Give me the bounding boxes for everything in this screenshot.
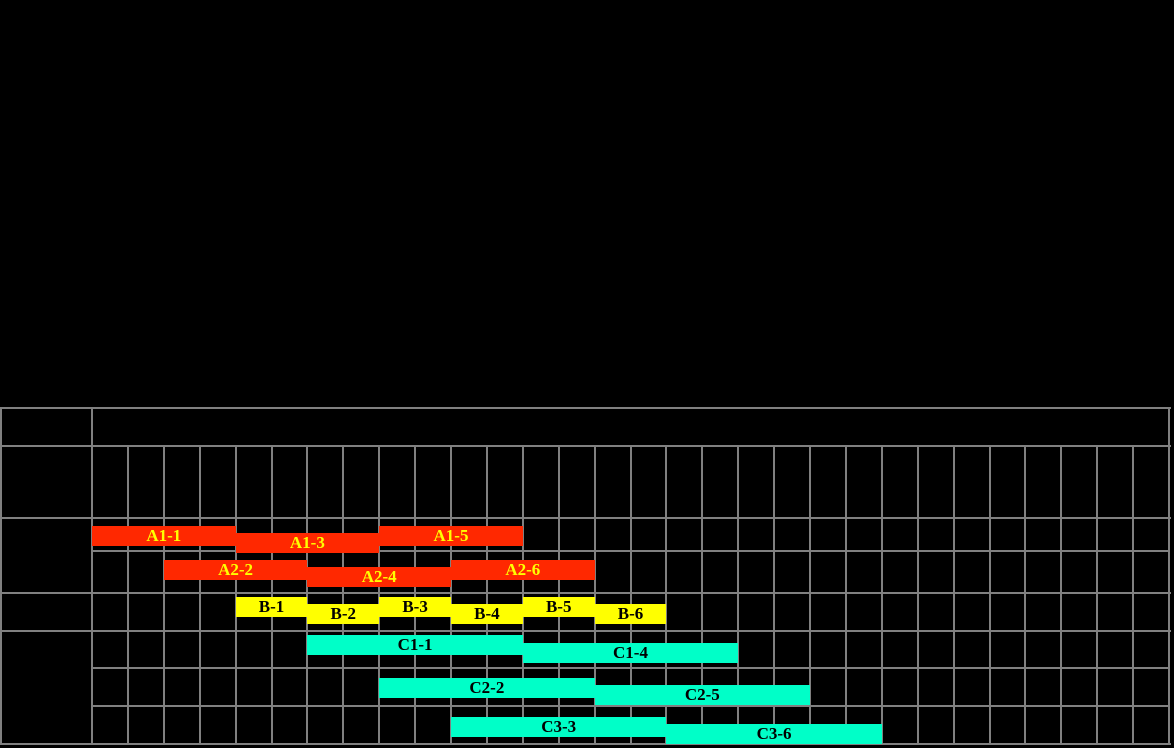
- gantt-bar-b-3: B-3: [379, 597, 451, 617]
- grid-column-line: [234, 446, 237, 744]
- gantt-bar-label: C2-2: [469, 677, 505, 697]
- grid-column-line: [485, 446, 488, 744]
- grid-column-line: [701, 446, 704, 744]
- grid-column-line: [162, 446, 165, 744]
- grid-row-line: [1, 445, 1171, 447]
- gantt-bar-c3-3: C3-3: [451, 716, 667, 737]
- grid-column-line: [1096, 446, 1099, 744]
- grid-column-line: [809, 446, 811, 744]
- gantt-bar-label: A2-4: [361, 567, 397, 586]
- gantt-bar-a1-1: A1-1: [92, 525, 236, 546]
- gantt-bar-label: B-2: [330, 603, 357, 623]
- gantt-bar-label: B-6: [617, 603, 644, 623]
- grid-column-line: [450, 446, 452, 744]
- grid-border-line: [91, 407, 93, 745]
- grid-row-line: [1, 629, 1171, 632]
- gantt-bar-label: C3-6: [756, 724, 792, 743]
- gantt-bar-b-6: B-6: [594, 603, 667, 624]
- gantt-bar-label: B-3: [402, 597, 428, 616]
- gantt-bar-c2-5: C2-5: [594, 685, 810, 705]
- gantt-bar-label: B-4: [474, 603, 500, 623]
- grid-column-line: [880, 446, 883, 744]
- gantt-bar-b-1: B-1: [235, 597, 308, 617]
- gantt-bar-label: C1-4: [613, 642, 648, 662]
- grid-row-line: [1, 516, 1171, 519]
- grid-column-line: [988, 446, 991, 744]
- gantt-bar-label: A2-6: [505, 560, 541, 579]
- gantt-bar-b-2: B-2: [307, 603, 380, 624]
- grid-column-line: [1060, 446, 1063, 744]
- grid-column-line: [629, 446, 632, 744]
- gantt-bar-label: A1-3: [289, 533, 325, 552]
- grid-column-line: [270, 446, 273, 744]
- grid-column-line: [126, 446, 129, 744]
- grid-border-line: [1168, 407, 1170, 745]
- gantt-bar-a2-4: A2-4: [307, 567, 451, 587]
- gantt-bar-label: A1-1: [146, 525, 182, 545]
- gantt-bar-c1-1: C1-1: [307, 635, 523, 655]
- grid-column-line: [378, 446, 381, 744]
- gantt-bar-c1-4: C1-4: [522, 642, 739, 663]
- grid-column-line: [593, 446, 596, 744]
- gantt-bar-a2-6: A2-6: [451, 560, 595, 580]
- gantt-bar-label: C3-3: [541, 716, 577, 736]
- grid-column-line: [342, 446, 345, 744]
- grid-column-line: [916, 446, 919, 744]
- grid-border-line: [0, 407, 2, 745]
- gantt-bar-label: B-1: [258, 597, 285, 616]
- gantt-bar-label: C2-5: [684, 685, 720, 704]
- grid-column-line: [737, 446, 740, 744]
- gantt-bar-a2-2: A2-2: [163, 560, 308, 580]
- gantt-bar-a1-3: A1-3: [235, 533, 380, 553]
- gantt-bar-label: B-5: [545, 597, 572, 616]
- grid-row-line: [1, 407, 1171, 409]
- gantt-bar-a1-5: A1-5: [379, 525, 523, 546]
- grid-column-line: [521, 446, 524, 744]
- grid-column-line: [198, 446, 201, 744]
- grid-column-line: [1132, 446, 1135, 744]
- gantt-bar-c2-2: C2-2: [379, 677, 595, 698]
- grid-column-line: [306, 446, 309, 744]
- gantt-bar-b-4: B-4: [451, 603, 523, 624]
- grid-column-line: [844, 446, 847, 744]
- gantt-bar-label: C1-1: [397, 635, 433, 654]
- grid-column-line: [557, 446, 560, 744]
- grid-column-line: [414, 446, 417, 744]
- grid-column-line: [1024, 446, 1027, 744]
- gantt-bar-c3-6: C3-6: [666, 724, 882, 744]
- gantt-bar-label: A2-2: [218, 560, 254, 579]
- gantt-bar-b-5: B-5: [522, 597, 595, 617]
- grid-row-line: [1, 743, 1171, 745]
- grid-column-line: [773, 446, 776, 744]
- grid-row-line: [1, 592, 1171, 594]
- gantt-bar-label: A1-5: [433, 525, 469, 545]
- grid-column-line: [665, 446, 668, 744]
- grid-column-line: [952, 446, 955, 744]
